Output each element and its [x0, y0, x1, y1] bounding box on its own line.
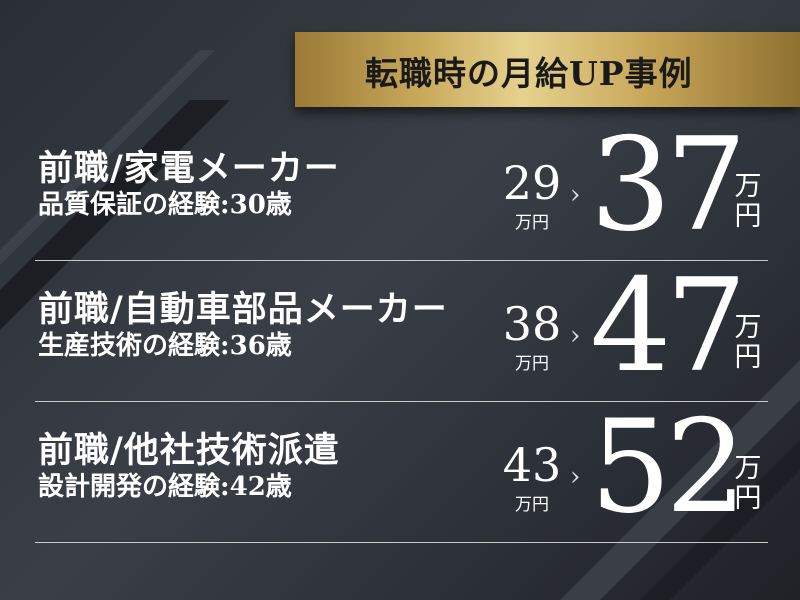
salary-after: 52: [590, 393, 747, 542]
previous-job: 前職/自動車部品メーカー: [38, 289, 448, 330]
salary-before: 29: [502, 156, 562, 210]
unit-man: 万: [734, 453, 762, 484]
salary-before-unit: 万円: [515, 213, 549, 233]
chevron-right-icon: ›: [570, 321, 581, 351]
previous-job: 前職/家電メーカー: [38, 148, 340, 189]
unit-yen: 円: [734, 342, 762, 373]
divider: [35, 401, 768, 402]
chevron-right-icon: ›: [570, 462, 581, 492]
salary-before: 43: [502, 438, 562, 492]
salary-after: 37: [590, 111, 747, 260]
previous-job: 前職/他社技術派遣: [38, 430, 340, 471]
unit-man: 万: [734, 171, 762, 202]
divider: [35, 542, 768, 543]
salary-after-unit: 万円: [733, 172, 763, 232]
chevron-right-icon: ›: [570, 180, 581, 210]
salary-before: 38: [502, 297, 562, 351]
case-row: 前職/他社技術派遣 設計開発の経験:42歳 43 万円 › 52 万円: [0, 402, 800, 543]
salary-before-unit: 万円: [515, 495, 549, 515]
salary-after-unit: 万円: [733, 313, 763, 373]
salary-after-unit: 万円: [733, 454, 763, 514]
experience-age: 生産技術の経験:36歳: [38, 331, 292, 361]
unit-yen: 円: [734, 483, 762, 514]
banner-title: 転職時の月給UP事例: [365, 54, 693, 93]
experience-age: 設計開発の経験:42歳: [38, 472, 292, 502]
case-row: 前職/自動車部品メーカー 生産技術の経験:36歳 38 万円 › 47 万円: [0, 261, 800, 402]
experience-age: 品質保証の経験:30歳: [38, 190, 292, 220]
salary-after: 47: [590, 252, 747, 401]
divider: [35, 260, 768, 261]
salary-before-unit: 万円: [515, 354, 549, 374]
unit-man: 万: [734, 312, 762, 343]
title-banner: 転職時の月給UP事例: [295, 32, 800, 107]
unit-yen: 円: [734, 201, 762, 232]
case-row: 前職/家電メーカー 品質保証の経験:30歳 29 万円 › 37 万円: [0, 120, 800, 261]
